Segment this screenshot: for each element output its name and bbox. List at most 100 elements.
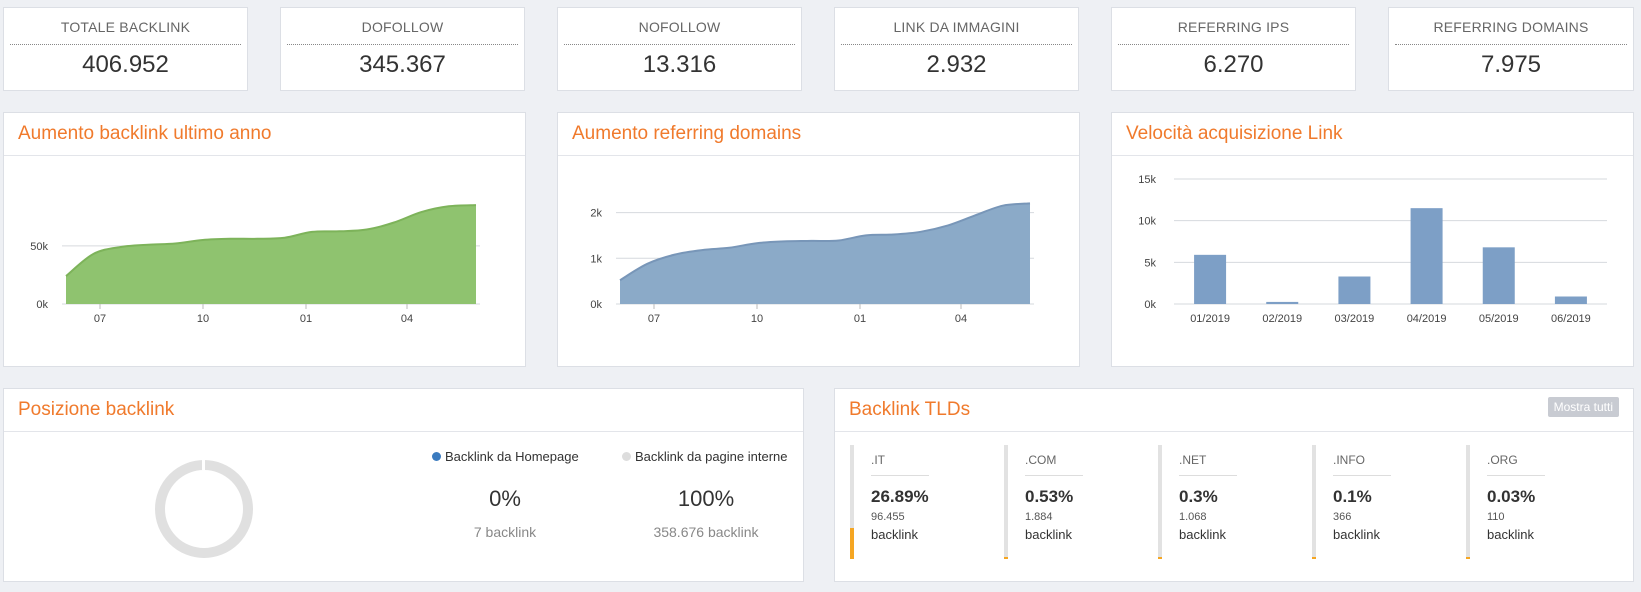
y-tick-label: 5k xyxy=(1144,257,1156,269)
legend-label: Backlink da Homepage xyxy=(445,449,579,464)
position-donut-chart xyxy=(155,460,253,558)
show-all-button[interactable]: Mostra tutti xyxy=(1547,397,1619,417)
stat-label: REFERRING IPS xyxy=(1118,19,1349,45)
tld-unit: backlink xyxy=(1025,527,1072,542)
legend-dot-blue xyxy=(432,452,441,461)
stat-card-nofollow: NOFOLLOW 13.316 xyxy=(557,7,802,91)
tld-percent: 0.03% xyxy=(1487,487,1536,506)
tld-count: 1.068 xyxy=(1179,511,1207,523)
internal-percent: 100% xyxy=(677,486,735,511)
panel-title: Posizione backlink xyxy=(4,389,803,432)
stat-label: TOTALE BACKLINK xyxy=(10,19,241,45)
tld-name: .ORG xyxy=(1487,453,1545,476)
x-tick-label: 01 xyxy=(300,313,312,325)
tld-unit: backlink xyxy=(1487,527,1534,542)
bar[interactable] xyxy=(1410,208,1443,304)
panel-backlink-growth: Aumento backlink ultimo anno 0k 50k 07 10 01… xyxy=(3,112,526,367)
x-tick-label: 04/2019 xyxy=(1407,313,1447,325)
tld-name: .INFO xyxy=(1333,453,1391,476)
y-tick-label: 0k xyxy=(1144,299,1156,311)
panel-title: Aumento backlink ultimo anno xyxy=(4,113,525,156)
x-tick-label: 10 xyxy=(197,313,209,325)
y-tick-label: 2k xyxy=(590,208,602,220)
x-tick-label: 06/2019 xyxy=(1551,313,1591,325)
tld-share-track xyxy=(1312,445,1316,559)
bar[interactable] xyxy=(1338,276,1371,305)
tld-share-track xyxy=(850,445,854,559)
donut-homepage-slice xyxy=(202,460,205,470)
x-tick-label: 04 xyxy=(401,313,413,325)
panel-link-velocity: Velocità acquisizione Link 0k 5k 10k 15k 01/… xyxy=(1111,112,1634,367)
y-tick-label: 0k xyxy=(36,299,48,311)
tld-count: 1.884 xyxy=(1025,511,1053,523)
y-tick-label: 50k xyxy=(30,241,48,253)
tld-share-track xyxy=(1158,445,1162,559)
stat-card-total-backlink: TOTALE BACKLINK 406.952 xyxy=(3,7,248,91)
tld-name: .IT xyxy=(871,453,929,476)
y-tick-label: 15k xyxy=(1138,174,1156,186)
tld-count: 96.455 xyxy=(871,511,905,523)
stat-label: DOFOLLOW xyxy=(287,19,518,45)
x-tick-label: 07 xyxy=(94,313,106,325)
stat-value: 7.975 xyxy=(1480,51,1542,78)
tld-count: 110 xyxy=(1487,511,1505,523)
tld-percent: 26.89% xyxy=(871,487,929,506)
internal-count: 358.676 backlink xyxy=(653,524,759,540)
stat-card-referring-domains: REFERRING DOMAINS 7.975 xyxy=(1388,7,1634,91)
x-tick-label: 04 xyxy=(955,313,967,325)
x-tick-label: 01/2019 xyxy=(1190,313,1230,325)
x-tick-label: 05/2019 xyxy=(1479,313,1519,325)
tld-share-track xyxy=(1466,445,1470,559)
x-tick-label: 07 xyxy=(648,313,660,325)
tld-column: .INFO 0.1% 366 backlink xyxy=(1312,445,1462,559)
y-tick-label: 1k xyxy=(590,253,602,265)
panel-backlink-position: Posizione backlink Backlink da Homepage … xyxy=(3,388,804,582)
legend-dot-gray xyxy=(622,452,631,461)
panel-title: Velocità acquisizione Link xyxy=(1112,113,1633,156)
panel-referring-domains-growth: Aumento referring domains 0k 1k 2k 07 10 01 04 xyxy=(557,112,1080,367)
backlink-growth-chart: 0k 50k 07 10 01 04 xyxy=(30,204,480,325)
stat-value: 2.932 xyxy=(926,51,987,78)
bar[interactable] xyxy=(1554,296,1587,305)
stat-card-referring-ips: REFERRING IPS 6.270 xyxy=(1111,7,1356,91)
tld-column: .ORG 0.03% 110 backlink xyxy=(1466,445,1616,559)
stat-label: NOFOLLOW xyxy=(564,19,795,45)
tld-share-fill xyxy=(850,528,854,559)
bar[interactable] xyxy=(1482,247,1515,304)
legend-internal-pages[interactable]: Backlink da pagine interne xyxy=(622,449,788,464)
stat-value: 406.952 xyxy=(82,51,169,78)
x-tick-label: 02/2019 xyxy=(1262,313,1302,325)
tld-unit: backlink xyxy=(1333,527,1380,542)
area-fill xyxy=(620,203,1030,304)
tld-share-fill xyxy=(1312,557,1316,559)
donut-ring xyxy=(155,460,253,558)
y-tick-label: 0k xyxy=(590,299,602,311)
stat-card-dofollow: DOFOLLOW 345.367 xyxy=(280,7,525,91)
panel-backlink-tlds: Backlink TLDs Mostra tutti .IT 26.89% 96.4… xyxy=(834,388,1634,582)
tld-share-fill xyxy=(1004,557,1008,559)
tld-column: .NET 0.3% 1.068 backlink xyxy=(1158,445,1308,559)
x-tick-label: 10 xyxy=(751,313,763,325)
tld-percent: 0.3% xyxy=(1179,487,1218,506)
link-velocity-chart: 0k 5k 10k 15k 01/2019 02/2019 03/2019 04/2019 05… xyxy=(1138,174,1607,325)
tld-unit: backlink xyxy=(871,527,918,542)
area-line xyxy=(619,202,1031,282)
tld-share-track xyxy=(1004,445,1008,559)
stat-value: 345.367 xyxy=(359,51,446,78)
bar[interactable] xyxy=(1266,301,1299,304)
stat-card-link-immagini: LINK DA IMMAGINI 2.932 xyxy=(834,7,1079,91)
tld-column: .COM 0.53% 1.884 backlink xyxy=(1004,445,1154,559)
x-tick-label: 01 xyxy=(854,313,866,325)
tld-percent: 0.1% xyxy=(1333,487,1372,506)
tld-unit: backlink xyxy=(1179,527,1226,542)
stat-value: 6.270 xyxy=(1203,51,1264,78)
tld-share-fill xyxy=(1158,557,1162,559)
bar[interactable] xyxy=(1194,254,1227,304)
tld-share-fill xyxy=(1466,557,1470,559)
stat-value: 13.316 xyxy=(642,51,717,78)
referring-domains-chart: 0k 1k 2k 07 10 01 04 xyxy=(590,202,1034,325)
area-line xyxy=(65,204,477,277)
legend-homepage[interactable]: Backlink da Homepage xyxy=(432,449,579,464)
tld-percent: 0.53% xyxy=(1025,487,1074,506)
panel-title: Aumento referring domains xyxy=(558,113,1079,156)
